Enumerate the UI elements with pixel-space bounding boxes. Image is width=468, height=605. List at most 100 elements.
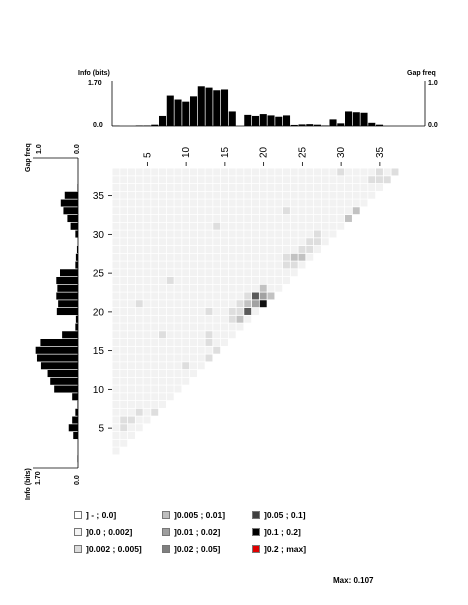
heatmap-cell [321, 199, 329, 207]
heatmap-cell [267, 230, 275, 238]
heatmap-cell [120, 331, 128, 339]
heatmap-cell [190, 370, 197, 377]
heatmap-cell [128, 184, 135, 191]
heatmap-cell [120, 261, 128, 269]
heatmap-cell [267, 253, 275, 261]
heatmap-cell [159, 315, 166, 323]
heatmap-cell [244, 269, 252, 277]
heatmap-cell [128, 191, 135, 199]
heatmap-cell [112, 416, 120, 424]
heatmap-cell [259, 168, 267, 176]
heatmap-cell [321, 222, 329, 230]
heatmap-cell [143, 199, 151, 207]
heatmap-cell [197, 354, 205, 362]
top-info-bar [190, 96, 198, 126]
heatmap-cell [205, 331, 213, 339]
heatmap-cell [166, 215, 174, 222]
heatmap-cell [252, 261, 259, 269]
heatmap-cell [166, 176, 174, 184]
legend-swatch [252, 511, 260, 519]
heatmap-cell [112, 300, 120, 308]
heatmap-cell [174, 300, 182, 308]
heatmap-cell [221, 269, 228, 277]
heatmap-cell [228, 246, 236, 253]
heatmap-cell [128, 176, 135, 184]
heatmap-cell [143, 238, 151, 246]
heatmap-cell [135, 370, 143, 377]
heatmap-cell [228, 230, 236, 238]
heatmap-cell [159, 253, 166, 261]
heatmap-cell [376, 176, 383, 184]
heatmap-cell [228, 292, 236, 300]
left-info-bar [70, 222, 78, 230]
heatmap-cell [159, 184, 166, 191]
heatmap-cell [337, 176, 345, 184]
x-tick-label: 35 [375, 146, 386, 158]
heatmap-cell [159, 215, 166, 222]
heatmap-cell [135, 253, 143, 261]
left-info-bar [75, 261, 78, 269]
heatmap-cell [259, 222, 267, 230]
heatmap-cell [112, 447, 120, 455]
heatmap-cell [190, 331, 197, 339]
heatmap-cell [329, 168, 337, 176]
heatmap-cell [213, 222, 221, 230]
top-info-bar [283, 115, 291, 126]
heatmap-cell [112, 354, 120, 362]
top-info-bar [329, 119, 337, 126]
heatmap-cell [135, 277, 143, 284]
heatmap-cell [252, 176, 259, 184]
heatmap-cell [337, 215, 345, 222]
heatmap-cell [306, 215, 314, 222]
heatmap-cell [151, 238, 159, 246]
heatmap-cell [190, 339, 197, 346]
heatmap-cell [267, 207, 275, 215]
heatmap-cell [182, 315, 190, 323]
top-info-bar [290, 124, 298, 126]
heatmap-cell [128, 416, 135, 424]
heatmap-cell [376, 168, 383, 176]
heatmap-cell [135, 168, 143, 176]
heatmap-cell [112, 370, 120, 377]
top-info-bar [376, 124, 384, 126]
heatmap-cell [151, 401, 159, 408]
legend-item: ]0.0 ; 0.002] [74, 527, 132, 537]
top-info-bar [368, 122, 376, 126]
heatmap-cell [283, 176, 290, 184]
heatmap-cell [190, 168, 197, 176]
heatmap-cell [236, 176, 244, 184]
heatmap-cell [174, 238, 182, 246]
heatmap-cell [275, 230, 283, 238]
heatmap-cell [166, 339, 174, 346]
heatmap-cell [228, 199, 236, 207]
heatmap-cell [197, 199, 205, 207]
top-info-bar [314, 124, 322, 126]
heatmap-cell [221, 277, 228, 284]
heatmap-cell [112, 315, 120, 323]
heatmap-cell [252, 207, 259, 215]
heatmap-cell [174, 315, 182, 323]
heatmap-cell [283, 269, 290, 277]
heatmap-cell [128, 292, 135, 300]
heatmap-cell [259, 253, 267, 261]
heatmap-cell [221, 315, 228, 323]
heatmap-cell [143, 184, 151, 191]
heatmap-cell [128, 408, 135, 416]
heatmap-cell [205, 215, 213, 222]
heatmap-cell [151, 222, 159, 230]
heatmap-cell [120, 393, 128, 401]
heatmap-cell [213, 284, 221, 292]
heatmap-cell [143, 331, 151, 339]
heatmap-cell [166, 323, 174, 331]
top-gap-max-label: 1.0 [428, 80, 438, 87]
heatmap-cell [143, 339, 151, 346]
heatmap-cell [213, 246, 221, 253]
heatmap-cell [221, 284, 228, 292]
heatmap-cell [290, 269, 298, 277]
heatmap-cell [135, 246, 143, 253]
heatmap-cell [267, 199, 275, 207]
heatmap-cell [337, 207, 345, 215]
heatmap-cell [159, 370, 166, 377]
heatmap-cell [182, 199, 190, 207]
heatmap-cell [120, 354, 128, 362]
